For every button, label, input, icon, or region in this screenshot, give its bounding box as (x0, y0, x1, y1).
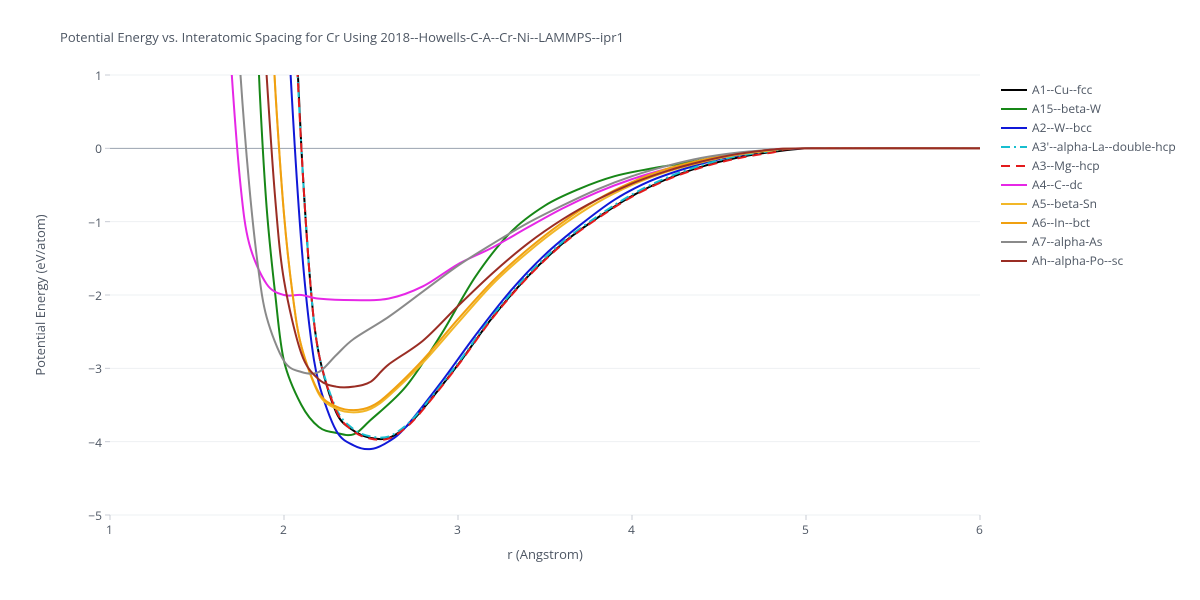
legend-swatch (1000, 83, 1028, 97)
legend-item[interactable]: A5--beta-Sn (1000, 194, 1176, 213)
legend-item[interactable]: Ah--alpha-Po--sc (1000, 251, 1176, 270)
legend-item[interactable]: A1--Cu--fcc (1000, 80, 1176, 99)
chart-title: Potential Energy vs. Interatomic Spacing… (60, 28, 624, 46)
y-tick-label: −2 (88, 287, 102, 304)
legend-label: A4--C--dc (1032, 176, 1083, 193)
x-tick-label: 5 (802, 521, 809, 538)
x-tick-label: 2 (280, 521, 287, 538)
plot-svg (110, 75, 980, 515)
y-tick-label: 1 (95, 67, 102, 84)
x-tick-label: 4 (628, 521, 635, 538)
series-line[interactable] (284, 0, 980, 439)
y-tick-label: −5 (88, 507, 102, 524)
series-line[interactable] (246, 0, 980, 435)
legend-item[interactable]: A3'--alpha-La--double-hcp (1000, 137, 1176, 156)
legend-item[interactable]: A2--W--bcc (1000, 118, 1176, 137)
legend-label: A6--In--bct (1032, 214, 1090, 231)
legend-label: A3--Mg--hcp (1032, 157, 1100, 174)
plot-area[interactable] (110, 75, 980, 515)
legend-swatch (1000, 121, 1028, 135)
legend-item[interactable]: A15--beta-W (1000, 99, 1176, 118)
series-line[interactable] (284, 0, 980, 440)
y-tick-label: 0 (95, 140, 102, 157)
legend-label: A1--Cu--fcc (1032, 81, 1092, 98)
legend-swatch (1000, 216, 1028, 230)
legend-item[interactable]: A4--C--dc (1000, 175, 1176, 194)
legend-swatch (1000, 235, 1028, 249)
x-tick-label: 1 (106, 521, 113, 538)
legend-label: A2--W--bcc (1032, 119, 1092, 136)
series-line[interactable] (258, 0, 980, 412)
legend-swatch (1000, 197, 1028, 211)
y-tick-label: −3 (88, 360, 102, 377)
legend-swatch (1000, 102, 1028, 116)
x-axis-label: r (Angstrom) (507, 545, 583, 563)
legend-label: A5--beta-Sn (1032, 195, 1097, 212)
legend-label: A3'--alpha-La--double-hcp (1032, 138, 1176, 155)
legend-item[interactable]: A7--alpha-As (1000, 232, 1176, 251)
legend-swatch (1000, 254, 1028, 268)
legend-swatch (1000, 140, 1028, 154)
series-line[interactable] (223, 0, 980, 374)
series-line[interactable] (284, 0, 980, 438)
legend-swatch (1000, 159, 1028, 173)
legend-label: A15--beta-W (1032, 100, 1101, 117)
legend[interactable]: A1--Cu--fcc A15--beta-W A2--W--bcc A3'--alp… (1000, 80, 1176, 270)
legend-label: A7--alpha-As (1032, 233, 1102, 250)
y-tick-label: −1 (88, 214, 102, 231)
y-tick-label: −4 (88, 434, 102, 451)
x-tick-label: 6 (976, 521, 983, 538)
series-line[interactable] (275, 0, 980, 449)
x-tick-label: 3 (454, 521, 461, 538)
legend-label: Ah--alpha-Po--sc (1032, 252, 1123, 269)
legend-item[interactable]: A6--In--bct (1000, 213, 1176, 232)
legend-item[interactable]: A3--Mg--hcp (1000, 156, 1176, 175)
legend-swatch (1000, 178, 1028, 192)
y-axis-label: Potential Energy (eV/atom) (31, 214, 49, 375)
